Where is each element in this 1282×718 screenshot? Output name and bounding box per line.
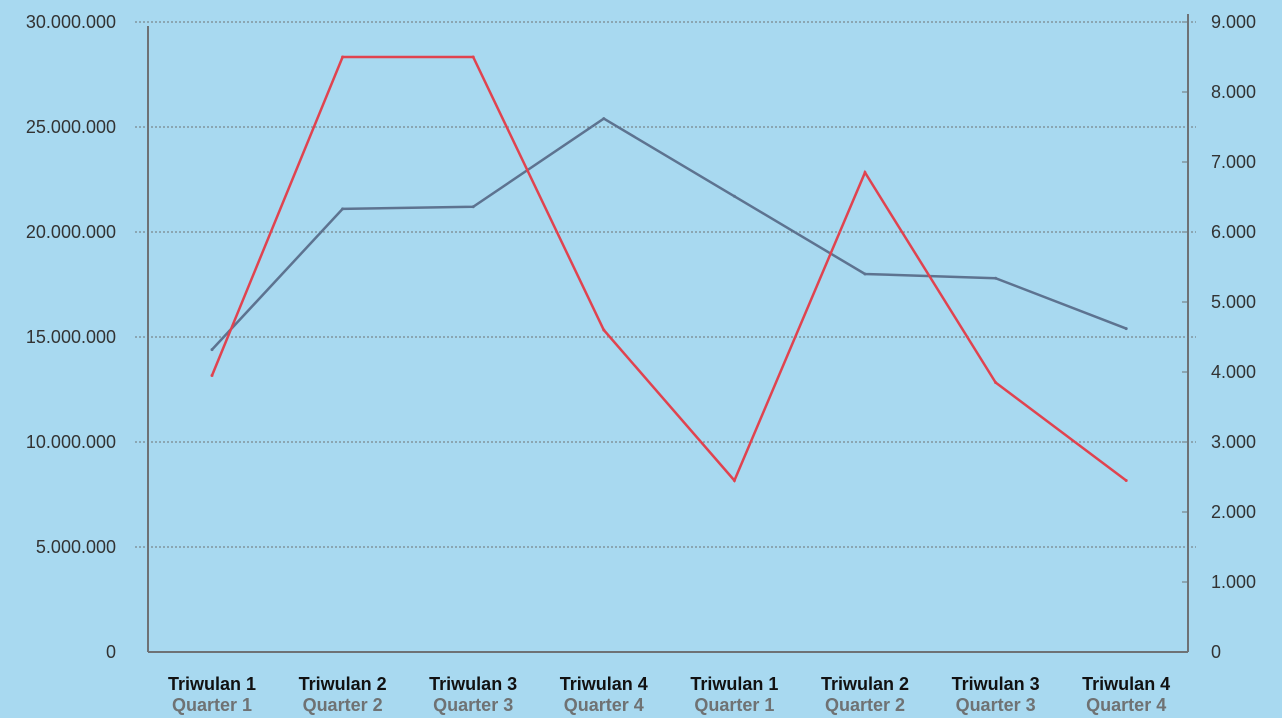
data-point-series-1 xyxy=(602,117,606,121)
data-point-series-1 xyxy=(1124,327,1128,331)
x-axis-category-sublabel: Quarter 2 xyxy=(825,695,905,715)
series-lines xyxy=(210,55,1128,483)
x-axis-category-label: Triwulan 3 xyxy=(952,674,1040,694)
right-axis-tick-label: 6.000 xyxy=(1211,222,1256,242)
data-point-series-2 xyxy=(210,374,214,377)
right-axis-tick-label: 1.000 xyxy=(1211,572,1256,592)
x-axis-category-sublabel: Quarter 3 xyxy=(956,695,1036,715)
x-axis-category-sublabel: Quarter 1 xyxy=(694,695,774,715)
left-axis-tick-label: 10.000.000 xyxy=(26,432,116,452)
gridlines xyxy=(135,21,1196,548)
x-axis-category-label: Triwulan 4 xyxy=(1082,674,1170,694)
data-point-series-2 xyxy=(471,55,475,59)
left-axis-tick-label: 20.000.000 xyxy=(26,222,116,242)
axes xyxy=(147,14,1189,653)
right-axis-tick-label: 0 xyxy=(1211,642,1221,662)
right-axis-tick-label: 8.000 xyxy=(1211,82,1256,102)
data-point-series-1 xyxy=(471,205,475,209)
data-point-series-1 xyxy=(341,207,345,211)
x-axis-category-label: Triwulan 4 xyxy=(560,674,648,694)
data-point-series-2 xyxy=(732,479,736,482)
x-axis-category-label: Triwulan 3 xyxy=(429,674,517,694)
series-line-1 xyxy=(211,117,1127,351)
x-axis-category-sublabel: Quarter 4 xyxy=(1086,695,1166,715)
x-axis-category-label: Triwulan 1 xyxy=(690,674,778,694)
x-axis-category-label: Triwulan 1 xyxy=(168,674,256,694)
x-axis-category-label: Triwulan 2 xyxy=(821,674,909,694)
right-axis-tick-label: 4.000 xyxy=(1211,362,1256,382)
right-axis-tick-label: 2.000 xyxy=(1211,502,1256,522)
left-axis-tick-label: 30.000.000 xyxy=(26,12,116,32)
left-axis-tick-label: 25.000.000 xyxy=(26,117,116,137)
tick-labels: 0 5.000.000 10.000.000 15.000.000 20.000.000… xyxy=(26,12,1256,715)
data-point-series-2 xyxy=(863,171,867,174)
data-point-series-2 xyxy=(1124,479,1128,482)
right-axis-tick-label: 7.000 xyxy=(1211,152,1256,172)
data-point-series-2 xyxy=(602,328,606,332)
x-axis-category-sublabel: Quarter 3 xyxy=(433,695,513,715)
x-axis-category-label: Triwulan 2 xyxy=(299,674,387,694)
data-point-series-2 xyxy=(994,381,998,384)
left-axis-tick-label: 15.000.000 xyxy=(26,327,116,347)
left-axis-tick-label: 0 xyxy=(106,642,116,662)
right-axis-tick-label: 3.000 xyxy=(1211,432,1256,452)
x-axis-category-sublabel: Quarter 1 xyxy=(172,695,252,715)
data-point-series-1 xyxy=(994,276,998,280)
data-point-series-1 xyxy=(732,194,736,198)
x-axis-category-sublabel: Quarter 4 xyxy=(564,695,644,715)
left-axis-tick-label: 5.000.000 xyxy=(36,537,116,557)
data-point-series-1 xyxy=(863,272,867,276)
right-axis-tick-label: 5.000 xyxy=(1211,292,1256,312)
right-axis-tick-label: 9.000 xyxy=(1211,12,1256,32)
x-axis-category-sublabel: Quarter 2 xyxy=(303,695,383,715)
data-point-series-1 xyxy=(210,348,214,352)
data-point-series-2 xyxy=(341,55,345,59)
series-line-2 xyxy=(210,55,1127,483)
